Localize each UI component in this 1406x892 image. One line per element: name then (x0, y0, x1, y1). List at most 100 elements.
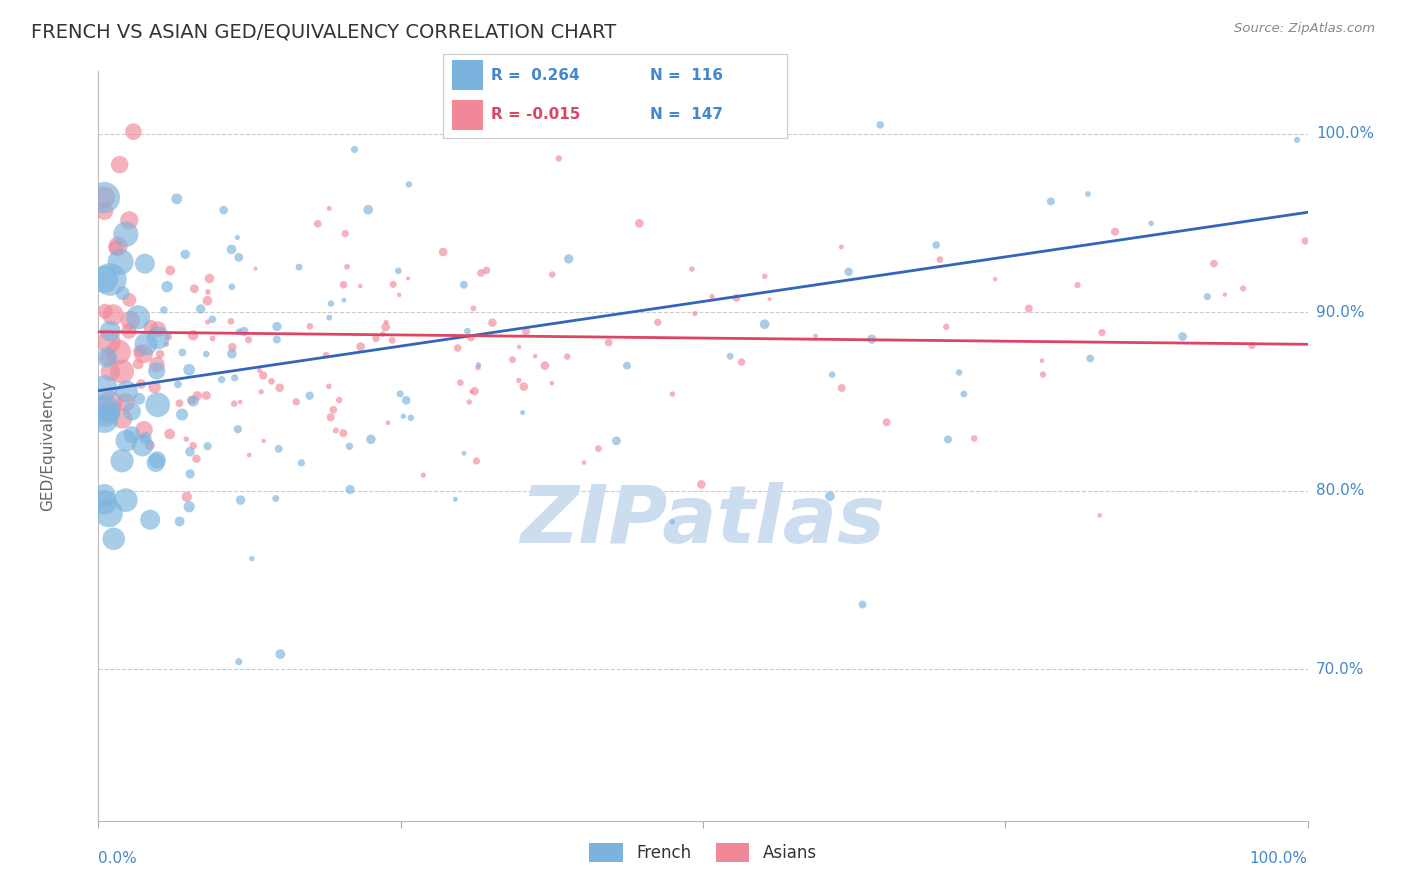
Point (524, 349, 547, 363)
Text: N =  116: N = 116 (650, 68, 723, 83)
Point (195, 293, 218, 308)
Point (349, 279, 371, 293)
Point (198, 271, 221, 285)
Point (821, 368, 844, 382)
Point (318, 310, 340, 325)
Point (605, 434, 627, 448)
Point (118, 213, 141, 227)
Point (93, 381, 115, 395)
Point (260, 374, 283, 388)
Point (1091, 326, 1114, 340)
Point (132, 347, 155, 361)
Point (97, 405, 120, 419)
Point (547, 152, 569, 166)
Point (221, 243, 243, 257)
Point (925, 238, 948, 252)
Point (166, 192, 188, 206)
Point (129, 377, 152, 392)
Point (224, 396, 246, 410)
Point (156, 279, 179, 293)
Point (830, 240, 852, 254)
Point (1032, 368, 1054, 382)
Point (758, 292, 780, 306)
Point (332, 277, 354, 292)
Point (541, 376, 564, 391)
Point (179, 500, 201, 514)
Point (105, 241, 128, 255)
Point (238, 333, 260, 347)
Point (179, 467, 201, 481)
Text: 80.0%: 80.0% (1316, 483, 1364, 498)
Point (228, 655, 250, 669)
Point (148, 322, 170, 336)
Point (1078, 351, 1101, 366)
Point (143, 380, 166, 394)
Text: R =  0.264: R = 0.264 (491, 68, 579, 83)
Point (195, 347, 218, 361)
Point (145, 456, 167, 470)
Point (343, 142, 366, 156)
Point (103, 532, 125, 546)
Point (387, 264, 409, 278)
Point (170, 408, 193, 422)
Text: GED/Equivalency: GED/Equivalency (41, 381, 55, 511)
Point (412, 468, 434, 483)
Point (754, 269, 776, 284)
Point (224, 371, 246, 385)
Point (336, 260, 359, 274)
Point (186, 451, 208, 466)
Point (122, 125, 145, 139)
Point (169, 515, 191, 529)
Point (463, 301, 485, 316)
Point (381, 334, 404, 348)
Point (252, 368, 274, 383)
Point (127, 357, 149, 371)
Point (860, 332, 883, 346)
Point (464, 384, 486, 398)
Point (718, 349, 741, 363)
Text: FRENCH VS ASIAN GED/EQUIVALENCY CORRELATION CHART: FRENCH VS ASIAN GED/EQUIVALENCY CORRELAT… (31, 22, 616, 41)
Point (111, 286, 134, 301)
Point (333, 293, 356, 308)
Point (730, 355, 752, 369)
Point (333, 227, 356, 241)
Point (93, 204, 115, 219)
Text: ZIPatlas: ZIPatlas (520, 482, 886, 560)
Point (1140, 216, 1163, 230)
Point (339, 439, 361, 453)
Point (339, 483, 361, 497)
Point (219, 314, 242, 328)
Point (120, 313, 142, 327)
Point (226, 230, 249, 244)
Point (349, 340, 371, 354)
Point (93, 191, 115, 205)
Point (467, 360, 489, 375)
Point (181, 439, 204, 453)
Point (628, 216, 651, 230)
Point (398, 178, 420, 192)
Point (134, 431, 156, 445)
Point (1039, 194, 1062, 209)
Point (285, 394, 308, 409)
Point (232, 325, 254, 339)
Point (195, 388, 218, 402)
Point (174, 432, 197, 446)
Point (298, 389, 321, 403)
Point (588, 442, 610, 456)
Point (139, 513, 162, 527)
Point (197, 285, 219, 299)
Point (127, 310, 149, 325)
Point (502, 352, 524, 367)
Point (146, 358, 169, 372)
Point (174, 247, 197, 261)
Point (201, 312, 224, 326)
Point (315, 348, 337, 362)
Point (269, 381, 291, 395)
Point (290, 456, 312, 470)
Point (93, 272, 115, 286)
Point (396, 271, 419, 285)
Point (456, 324, 478, 338)
Point (159, 427, 181, 442)
Text: 90.0%: 90.0% (1316, 305, 1364, 319)
Point (250, 384, 273, 399)
